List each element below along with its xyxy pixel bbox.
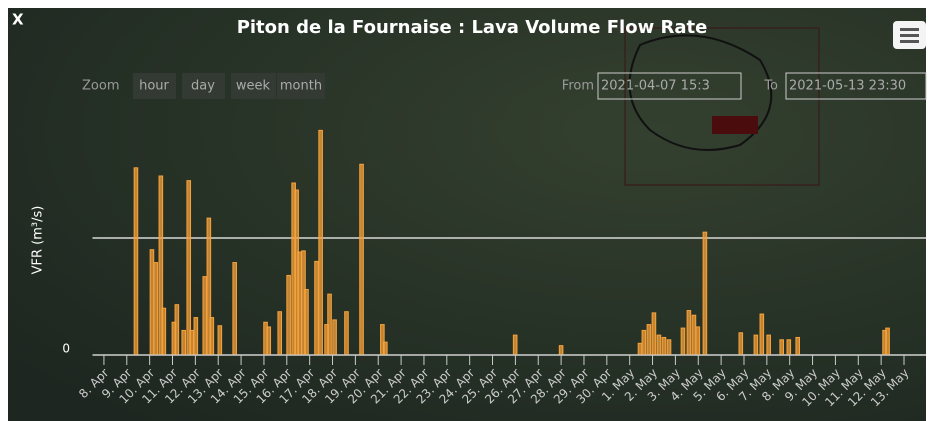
bar: [190, 330, 194, 355]
screen: X Piton de la Fournaise : Lava Volume Fl…: [0, 0, 928, 421]
y-tick-label: 0: [62, 342, 70, 356]
bar: [287, 275, 291, 355]
bar: [692, 315, 696, 355]
menu-bar: [900, 34, 919, 37]
bar: [150, 250, 154, 355]
bar: [642, 330, 646, 355]
zoom-text[interactable]: month: [280, 79, 322, 94]
bar: [667, 340, 671, 355]
zoom-label: Zoom: [82, 79, 119, 94]
bar: [687, 311, 691, 355]
bar: [652, 313, 656, 355]
bar: [886, 328, 890, 355]
to-value[interactable]: 2021-05-13 23:30: [789, 79, 906, 94]
bar: [203, 277, 207, 355]
bar: [657, 335, 661, 355]
bar: [513, 335, 517, 355]
bar: [187, 181, 191, 355]
bar: [333, 320, 337, 355]
bar: [662, 337, 666, 355]
bar: [796, 337, 800, 355]
chart-title: Piton de la Fournaise : Lava Volume Flow…: [237, 17, 708, 38]
bar: [315, 261, 319, 355]
bar: [360, 164, 364, 355]
zoom-text[interactable]: hour: [139, 79, 169, 94]
bar: [328, 294, 332, 355]
y-axis-label: VFR (m³/s): [31, 206, 46, 275]
from-value[interactable]: 2021-04-07 15:3: [601, 79, 710, 94]
bar: [681, 328, 685, 355]
bar: [194, 318, 198, 355]
bar: [647, 325, 651, 355]
bar: [739, 333, 743, 355]
menu-bar: [900, 28, 919, 31]
bar: [218, 326, 222, 355]
lava-zone: [712, 116, 758, 134]
bar: [298, 252, 302, 355]
bar: [267, 327, 271, 355]
bar: [559, 346, 563, 355]
bar: [384, 342, 388, 355]
bar: [233, 263, 237, 355]
to-label: To: [763, 79, 778, 94]
bar: [345, 312, 349, 355]
chart: X Piton de la Fournaise : Lava Volume Fl…: [0, 0, 928, 421]
bar: [305, 289, 309, 355]
zoom-text[interactable]: day: [191, 79, 215, 94]
menu-bar: [900, 40, 919, 43]
bar: [319, 130, 323, 355]
bar: [767, 335, 771, 355]
bar: [278, 312, 282, 355]
bar: [134, 168, 138, 355]
bar: [154, 263, 158, 355]
bar: [210, 318, 214, 355]
zoom-text[interactable]: week: [236, 79, 271, 94]
bar: [780, 340, 784, 355]
bar: [638, 343, 642, 355]
bar: [182, 330, 186, 355]
bar: [162, 308, 166, 355]
bar: [175, 305, 179, 355]
from-label: From: [562, 79, 594, 94]
bar: [696, 327, 700, 355]
close-button[interactable]: X: [12, 11, 24, 29]
map-bg: [8, 8, 926, 421]
bar: [760, 314, 764, 355]
bar: [787, 340, 791, 355]
bar: [703, 232, 707, 355]
bar: [754, 335, 758, 355]
